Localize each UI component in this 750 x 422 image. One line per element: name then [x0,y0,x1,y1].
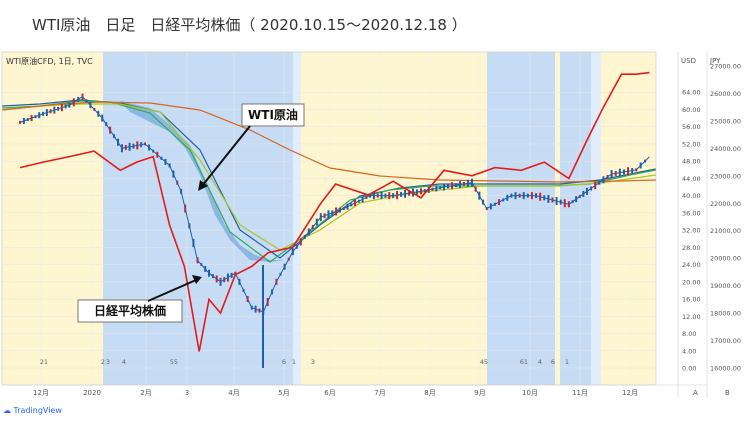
wti-arrow-head [198,180,208,191]
blue-band-november [560,52,591,385]
nikkei-callout-label: 日経平均株価 [94,303,166,318]
wti-callout: WTI原油 [198,103,305,191]
x-tick-label: 5月 [278,389,289,397]
right-axis-ticks: 64.00 60.00 56.00 52.00 48.00 44.00 40.00 36.00… [682,89,701,373]
symbol-label: WTI原油CFD, 1日, TVC [6,56,93,66]
bottom-marker: 1 [565,358,569,366]
right-tick-label: 4.00 [682,347,696,355]
bottom-marker: 4 [122,358,126,366]
right-tick-label: 20.00 [682,278,701,286]
x-tick-label: 8月 [424,389,435,397]
wti-price-line [19,95,650,313]
wti-callout-box [241,103,305,127]
bottom-marker: 1 [524,358,528,366]
far-right-tick-label: 25000.00 [710,117,741,125]
tradingview-logo[interactable]: ☁ TradingView [3,406,62,415]
x-tick-label: 2020 [83,389,101,397]
right-tick-label: 48.00 [682,158,701,166]
x-tick-label: 2月 [140,389,151,397]
bottom-marker: 6 [282,358,286,366]
x-tick-label: 6月 [324,389,335,397]
nikkei-callout: 日経平均株価 [77,275,202,323]
far-right-tick-label: 26000.00 [710,90,741,98]
far-right-tick-label: 20000.00 [710,255,741,263]
right-tick-label: 36.00 [682,209,701,217]
bottom-marker: 2 [40,358,44,366]
grid-lines [2,52,656,385]
axis-corner-b: B [725,389,730,397]
nikkei-arrow-head [192,275,202,284]
x-tick-label: 11月 [572,389,588,397]
right-tick-label: 32.00 [682,227,701,235]
far-right-axis-title: JPY [709,57,721,65]
wti-callout-label: WTI原油 [248,107,298,122]
wti-ma-yellow [1,103,657,251]
bottom-marker: 5 [484,358,488,366]
right-tick-label: 12.00 [682,313,701,321]
far-right-tick-label: 24000.00 [710,145,741,153]
x-axis-ticks: 12月 2020 2月 3 4月 5月 6月 7月 8月 9月 10月 11月 12月 [33,389,638,397]
right-tick-label: 40.00 [682,192,701,200]
bottom-marker: 1 [292,358,296,366]
far-right-axis-ticks: 27000.00 26000.00 25000.00 24000.00 23000.00… [710,63,741,373]
far-right-tick-label: 18000.00 [710,310,741,318]
wti-arrow [201,125,251,187]
bottom-marker: 4 [538,358,542,366]
x-tick-label: 12月 [33,389,49,397]
blue-band-spring [103,52,293,385]
right-tick-label: 8.00 [682,330,696,338]
blue-band-autumn [487,52,555,385]
right-tick-label: 24.00 [682,261,701,269]
right-axis-title: USD [681,57,696,65]
x-tick-label: 7月 [374,389,385,397]
right-tick-label: 28.00 [682,244,701,252]
right-tick-label: 44.00 [682,175,701,183]
page-title: WTI原油 日足 日経平均株価（ 2020.10.15〜2020.12.18 ） [32,16,467,34]
price-chart[interactable]: WTI原油CFD, 1日, TVC WTI原油 日経平均株価 USD JPY A… [0,48,750,398]
far-right-tick-label: 23000.00 [710,172,741,180]
bottom-marker: 6 [520,358,524,366]
light-blue-band-2 [591,52,601,385]
right-tick-label: 60.00 [682,106,701,114]
x-tick-label: 12月 [622,389,638,397]
right-tick-label: 0.00 [682,365,696,373]
x-tick-label: 10月 [522,389,538,397]
far-right-tick-label: 19000.00 [710,282,741,290]
far-right-tick-label: 21000.00 [710,227,741,235]
far-right-tick-label: 17000.00 [710,337,741,345]
right-tick-label: 16.00 [682,296,701,304]
right-tick-label: 64.00 [682,89,701,97]
axis-corner-a: A [693,389,698,397]
x-tick-label: 4月 [228,389,239,397]
x-tick-label: 3 [185,389,189,397]
x-tick-label: 9月 [474,389,485,397]
bottom-marker: 6 [551,358,555,366]
right-tick-label: 56.00 [682,123,701,131]
far-right-tick-label: 22000.00 [710,200,741,208]
ma-band-fill [120,101,285,262]
wti-ma-orange [1,101,657,183]
bottom-marker: 3 [311,358,315,366]
bottom-marker: 2 [101,358,105,366]
bottom-marker: 5 [170,358,174,366]
nikkei-price-line [19,71,650,352]
light-blue-band [293,52,301,385]
candle [19,120,22,124]
bottom-marker: 3 [106,358,110,366]
bottom-marker: 4 [480,358,484,366]
bottom-marker: 5 [174,358,178,366]
right-tick-label: 52.00 [682,140,701,148]
bottom-marker: 1 [44,358,48,366]
nikkei-arrow [147,279,197,302]
nikkei-callout-box [77,299,183,323]
far-right-tick-label: 16000.00 [710,365,741,373]
far-right-tick-label: 27000.00 [710,63,741,71]
